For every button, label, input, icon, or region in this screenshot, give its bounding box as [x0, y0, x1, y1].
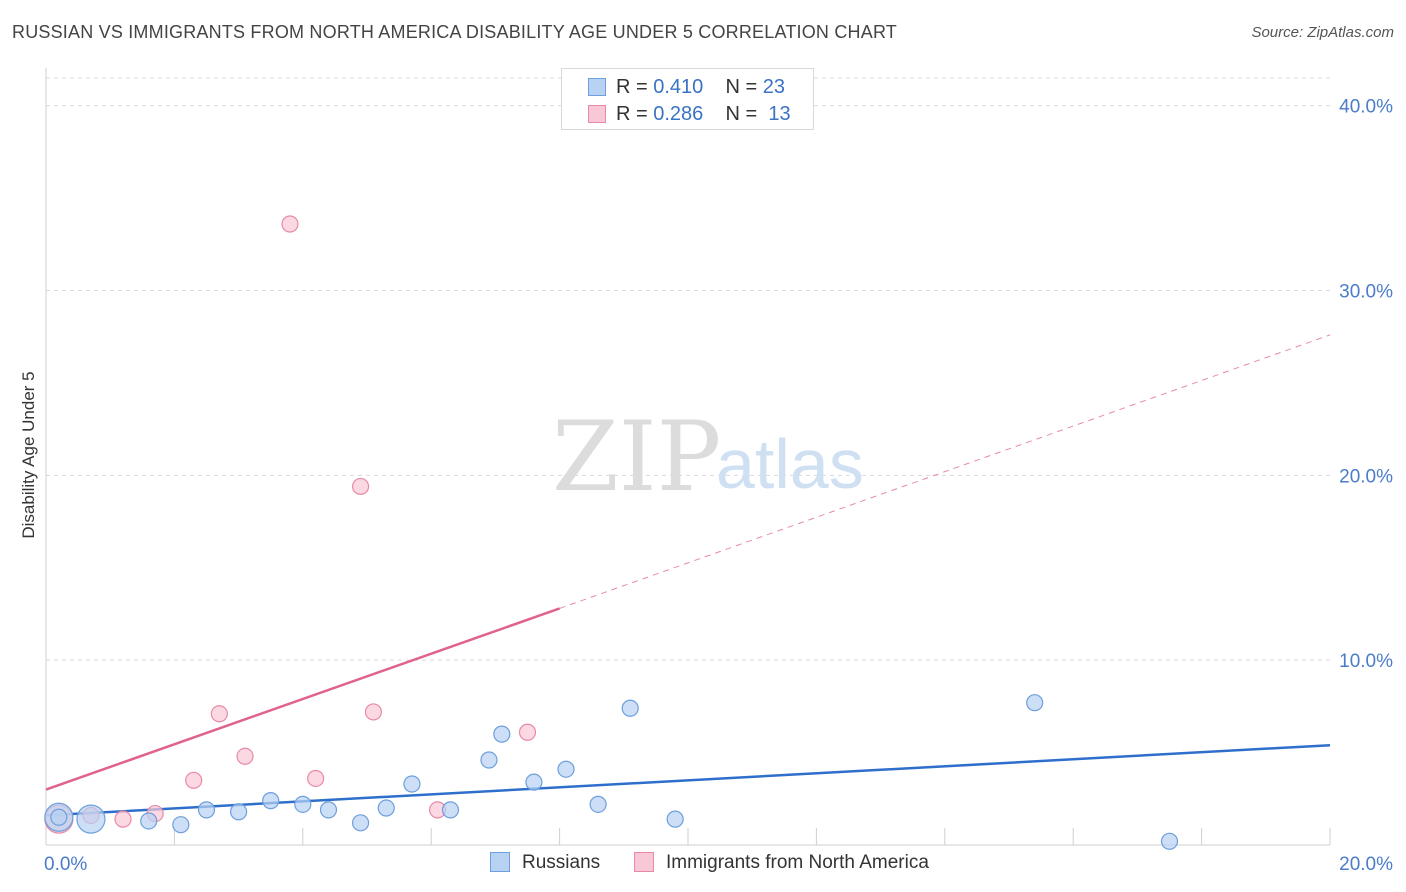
russians-point	[140, 812, 158, 830]
russians-point	[557, 760, 575, 778]
legend-r-value: 0.410	[653, 76, 704, 98]
legend-n-value: 13	[768, 103, 791, 125]
legend-r-label: R =	[616, 76, 648, 98]
russians-point	[172, 816, 190, 834]
russians-point	[621, 699, 639, 717]
bottom-legend-russians: Russians	[490, 852, 600, 874]
legend-n-label: N =	[725, 103, 758, 125]
russians-swatch	[588, 78, 606, 96]
russians-point	[1160, 832, 1179, 850]
axes	[45, 68, 1331, 846]
russians-point	[351, 814, 370, 832]
russians-point	[197, 801, 216, 819]
russians-point	[589, 795, 607, 813]
legend-row-immigrants: R = 0.286 N = 13	[588, 103, 791, 125]
immigrants-trend-line	[45, 607, 561, 791]
immigrants-point	[210, 705, 228, 723]
russians-point	[377, 799, 395, 817]
russians-point	[441, 801, 460, 819]
immigrants-swatch	[588, 105, 606, 123]
data-points	[44, 215, 1179, 850]
russians-point	[480, 751, 498, 769]
source-credit: Source: ZipAtlas.com	[1251, 24, 1394, 41]
x-tick-label: 0.0%	[44, 854, 87, 875]
legend-r-label: R =	[616, 103, 648, 125]
immigrants-label: Immigrants from North America	[666, 852, 929, 873]
russians-point	[525, 773, 543, 791]
russians-point	[1026, 694, 1044, 712]
immigrants-point	[364, 703, 383, 721]
immigrants-point	[236, 747, 254, 765]
bottom-legend-immigrants: Immigrants from North America	[634, 852, 929, 874]
immigrants-point	[307, 769, 325, 788]
russians-point	[493, 725, 511, 743]
russians-point	[50, 808, 68, 826]
immigrants-swatch	[634, 852, 654, 872]
watermark-atlas: atlas	[716, 425, 864, 503]
russians-label: Russians	[522, 852, 601, 873]
y-axis-label: Disability Age Under 5	[19, 371, 38, 538]
legend-n-label: N =	[725, 76, 758, 98]
grid-lines	[46, 77, 1330, 661]
russians-point	[230, 803, 248, 821]
russians-trend-line	[45, 743, 1331, 817]
russians-point	[319, 801, 338, 819]
immigrants-point	[351, 477, 370, 496]
y-tick-label: 30.0%	[1339, 282, 1393, 303]
legend-row-russians: R = 0.410 N = 23	[588, 76, 785, 98]
legend-r-value: 0.286	[653, 103, 704, 125]
y-tick-label: 10.0%	[1339, 651, 1393, 672]
immigrants-point	[114, 810, 132, 828]
y-tick-label: 20.0%	[1339, 466, 1393, 487]
immigrants-point	[518, 723, 537, 741]
russians-point	[403, 775, 421, 793]
russians-point	[262, 792, 280, 810]
russians-swatch	[490, 852, 510, 872]
russians-point	[76, 804, 106, 834]
legend-n-value: 23	[762, 76, 786, 98]
x-tick-label: 20.0%	[1339, 854, 1393, 875]
correlation-legend: R = 0.410 N = 23 R = 0.286 N = 13	[561, 68, 814, 130]
russians-point	[666, 810, 684, 828]
y-tick-label: 40.0%	[1339, 97, 1393, 118]
trend-lines	[45, 334, 1331, 817]
immigrants-point	[281, 215, 299, 233]
tick-labels: 10.0% 20.0% 30.0% 40.0% 0.0% 20.0%	[44, 97, 1393, 875]
immigrants-trend-extension	[559, 334, 1331, 609]
immigrants-point	[185, 771, 203, 789]
russians-point	[294, 795, 312, 813]
chart-title: RUSSIAN VS IMMIGRANTS FROM NORTH AMERICA…	[12, 22, 898, 42]
watermark-zip: ZIP	[552, 401, 721, 513]
